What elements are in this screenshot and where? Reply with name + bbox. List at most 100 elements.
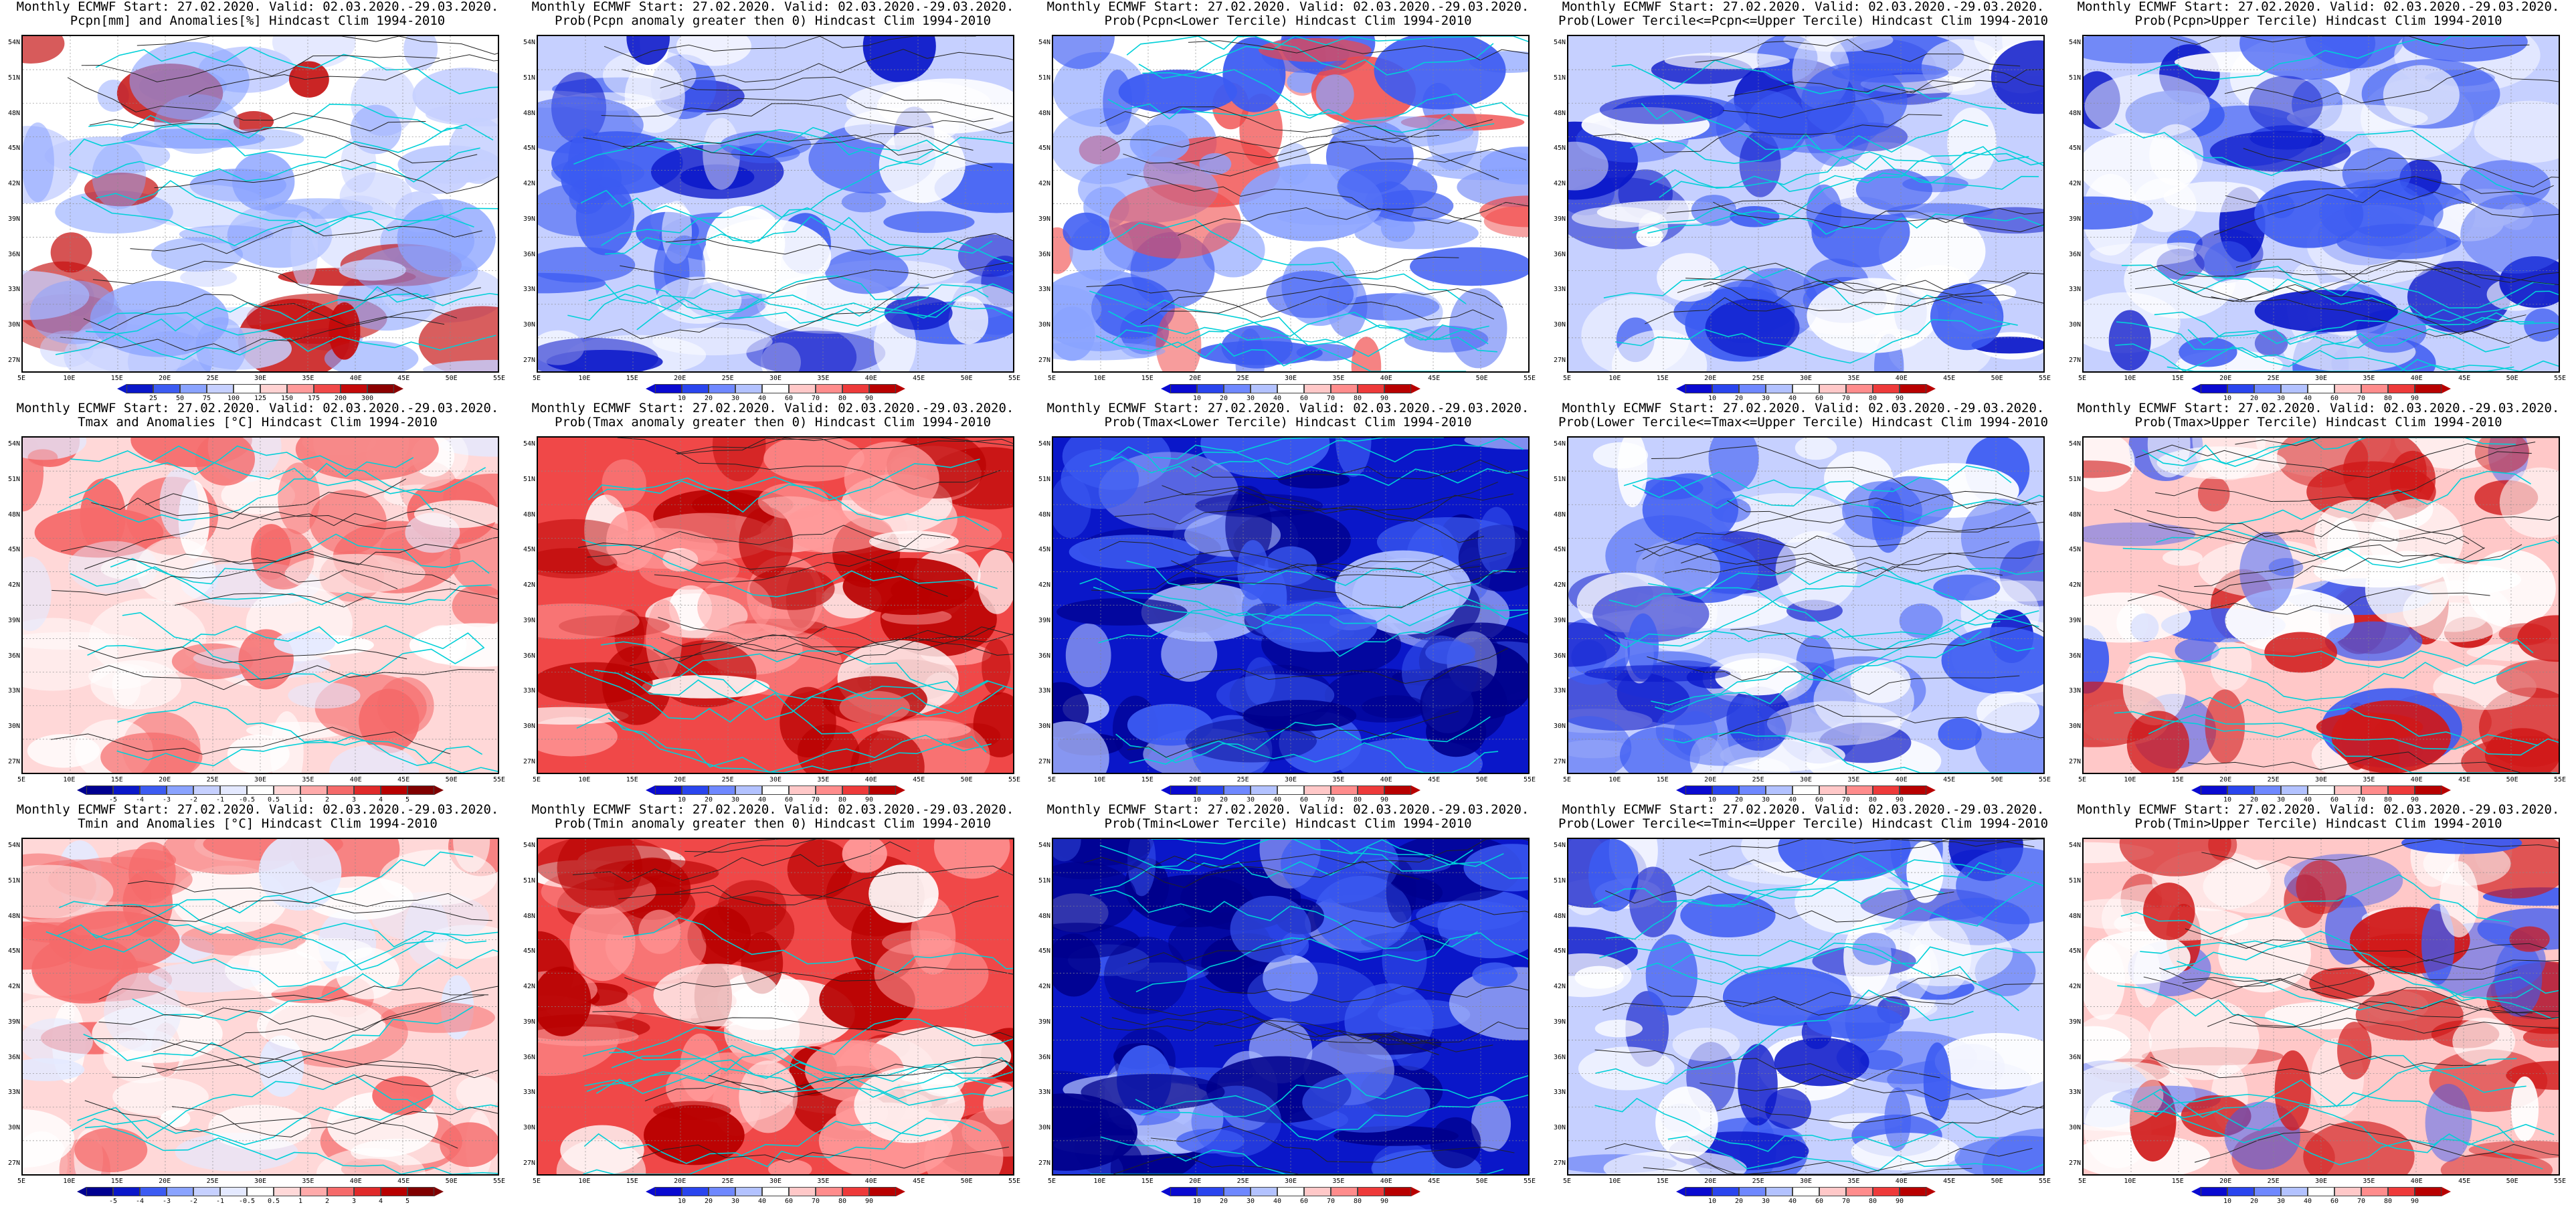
field-blob: [1247, 962, 1376, 1025]
colorbar: 10 20 30 40 60 70 80 90: [646, 384, 905, 402]
colorbar-tick-label: 40: [1788, 395, 1797, 402]
field-blob: [381, 1002, 495, 1033]
colorbar-segment: [682, 384, 709, 393]
field-blob: [1277, 470, 1350, 489]
colorbar-tick-label: 40: [757, 1198, 767, 1205]
latitude-label: 48N: [523, 109, 535, 117]
colorbar-segment: [2308, 1187, 2334, 1196]
colorbar-tick-label: 60: [1299, 395, 1309, 402]
field-blob: [1738, 1044, 1778, 1126]
colorbar-tick-label: 60: [1299, 796, 1309, 804]
latitude-label: 30N: [523, 1124, 535, 1132]
contour-line: [106, 899, 492, 922]
field-blob: [948, 296, 989, 345]
contour-line: [694, 839, 1013, 857]
coastline: [587, 480, 990, 531]
colorbar-segment: [1685, 384, 1712, 393]
field-blob: [456, 1075, 498, 1110]
field-blob: [1664, 52, 1790, 70]
latitude-label: 51N: [7, 876, 20, 885]
coastline: [569, 667, 947, 735]
longitude-label: 15E: [1656, 1178, 1669, 1185]
field-blob: [31, 935, 139, 1004]
longitude-label: 20E: [1704, 776, 1717, 783]
colorbar-tick-label: 25: [149, 395, 158, 402]
longitude-label: 15E: [626, 375, 638, 382]
field-blob: [159, 468, 199, 538]
colorbar-segment: [789, 1187, 816, 1196]
latitude-label: 36N: [2068, 652, 2081, 660]
coastline: [117, 701, 483, 765]
field-blob: [2468, 1140, 2559, 1160]
colorbar-segment: [2281, 1187, 2308, 1196]
colorbar-tick-label: 60: [1815, 1198, 1824, 1205]
map-field: [1568, 839, 2043, 1174]
colorbar-segment: [1384, 785, 1411, 795]
field-blob: [27, 449, 58, 466]
colorbar-segment: [2415, 785, 2442, 795]
field-blob: [1831, 62, 1949, 83]
field-blob: [27, 734, 100, 768]
field-blob: [1463, 844, 1528, 892]
coastline: [57, 851, 474, 939]
latitude-label: 33N: [1553, 687, 1566, 695]
panel-title-line-2: Prob(Lower Tercile<=Pcpn<=Upper Tercile)…: [1558, 13, 2049, 28]
longitude-label: 45E: [397, 776, 410, 783]
longitude-label: 5E: [2078, 1178, 2087, 1185]
contour-line: [2187, 751, 2552, 773]
latitude-label: 27N: [2068, 758, 2081, 765]
colorbar-max-arrow: [1926, 785, 1936, 795]
colorbar-tick-label: 1: [298, 796, 303, 804]
latitude-label: 42N: [2068, 180, 2081, 188]
field-blob: [2324, 621, 2423, 661]
colorbar-tick-label: 80: [1353, 395, 1362, 402]
longitude-label: 40E: [1380, 776, 1392, 783]
field-blob: [731, 143, 800, 163]
colorbar-segment: [207, 384, 234, 393]
longitude-label: 25E: [1752, 1178, 1764, 1185]
colorbar-segment: [1739, 785, 1766, 795]
field-blob: [652, 327, 773, 356]
coastline: [2122, 470, 2531, 551]
colorbar-segment: [842, 785, 869, 795]
colorbar-tick-label: 10: [677, 1198, 686, 1205]
colorbar-tick-label: 10: [677, 796, 686, 804]
colorbar-segment: [2308, 384, 2334, 393]
panel-title-line-1: Monthly ECMWF Start: 27.02.2020. Valid: …: [1046, 401, 1530, 415]
longitude-label: 50E: [1991, 776, 2003, 783]
colorbar-segment: [113, 1187, 140, 1196]
colorbar-tick-label: 70: [2357, 1198, 2366, 1205]
latitude-label: 39N: [2068, 1018, 2081, 1026]
latitude-label: 42N: [7, 180, 20, 188]
latitude-label: 54N: [1553, 440, 1566, 448]
contour-line: [1703, 272, 2043, 292]
colorbar-segment: [2254, 1187, 2281, 1196]
colorbar-segment: [762, 1187, 789, 1196]
panel-title-line-2: Prob(Tmin>Upper Tercile) Hindcast Clim 1…: [2134, 816, 2502, 831]
colorbar-segment: [153, 384, 180, 393]
contour-line: [112, 1056, 479, 1087]
latitude-label: 42N: [523, 581, 535, 589]
contour-line: [2243, 148, 2559, 187]
coastline: [1649, 147, 2043, 192]
panel-title: Monthly ECMWF Start: 27.02.2020. Valid: …: [0, 401, 515, 430]
field-blob: [656, 276, 742, 324]
colorbar-segment: [1277, 785, 1304, 795]
contour-line: [2207, 1001, 2559, 1027]
colorbar-segment: [167, 785, 193, 795]
latitude-label: 33N: [1038, 1089, 1050, 1097]
contour-line: [1086, 256, 1459, 294]
colorbar-segment: [2201, 785, 2227, 795]
field-blob: [1923, 1042, 1951, 1121]
longitude-label: 30E: [769, 776, 782, 783]
field-blob: [1930, 282, 2004, 351]
coastline: [68, 445, 434, 512]
latitude-label: 51N: [7, 74, 20, 82]
colorbar-segment: [341, 384, 367, 393]
colorbar-segment: [2227, 384, 2254, 393]
coastline: [1111, 316, 1489, 349]
longitude-label: 5E: [1047, 375, 1056, 382]
colorbar-segment: [762, 384, 789, 393]
latitude-label: 39N: [7, 1018, 20, 1026]
panel-title-line-2: Prob(Pcpn<Lower Tercile) Hindcast Clim 1…: [1104, 13, 1472, 28]
